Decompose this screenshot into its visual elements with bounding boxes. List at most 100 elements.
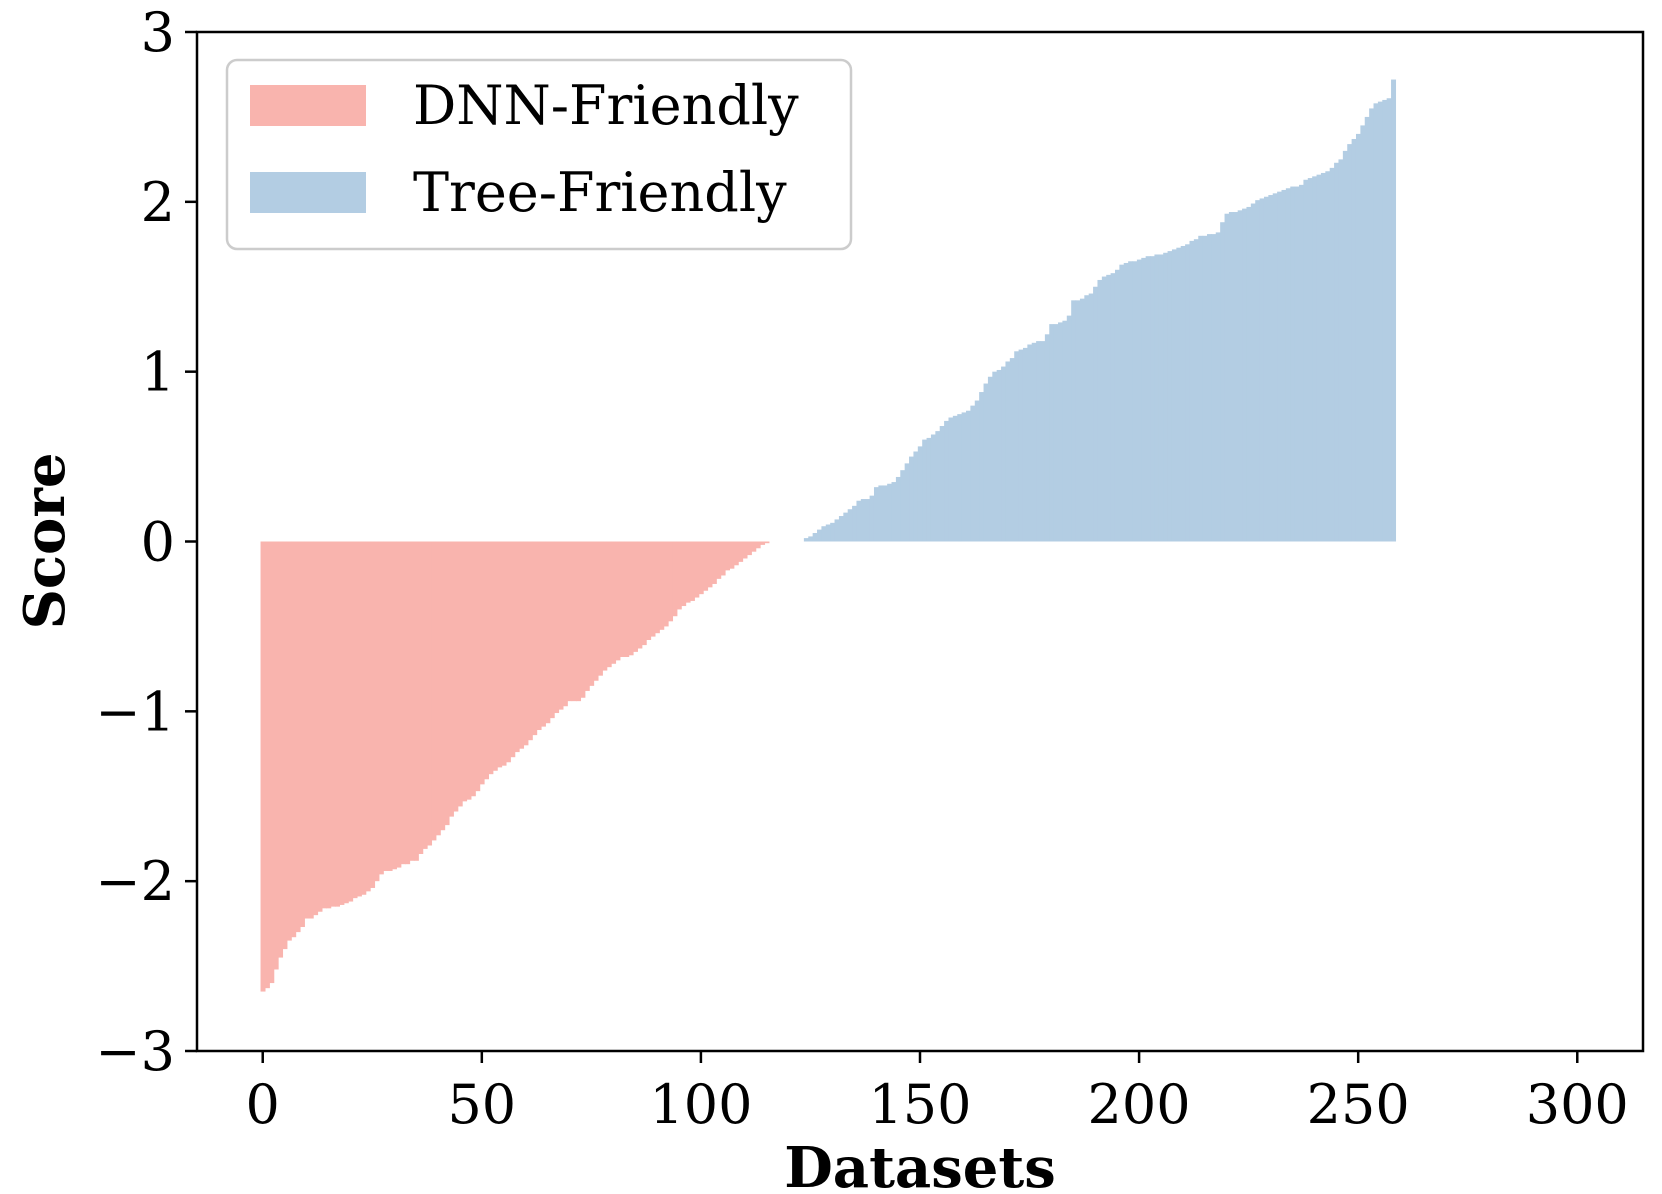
- bar-tree-friendly: [1005, 361, 1011, 542]
- bar-dnn-friendly: [659, 541, 665, 630]
- bar-dnn-friendly: [475, 541, 481, 792]
- bar-tree-friendly: [944, 420, 950, 542]
- bar-tree-friendly: [1071, 300, 1077, 542]
- bar-tree-friendly: [1101, 276, 1107, 542]
- bar-tree-friendly: [1255, 200, 1261, 542]
- bar-tree-friendly: [1364, 116, 1370, 542]
- bar-tree-friendly: [996, 369, 1002, 542]
- y-axis-title: Score: [12, 452, 78, 629]
- bar-tree-friendly: [1106, 274, 1112, 542]
- bar-tree-friendly: [1250, 203, 1256, 542]
- bar-dnn-friendly: [260, 541, 266, 992]
- bar-tree-friendly: [1053, 324, 1059, 542]
- x-tick-label: 200: [1088, 1073, 1191, 1136]
- bar-dnn-friendly: [304, 541, 310, 919]
- bar-dnn-friendly: [356, 541, 362, 897]
- bar-tree-friendly: [1075, 300, 1081, 542]
- bar-dnn-friendly: [365, 541, 371, 892]
- bar-dnn-friendly: [681, 541, 687, 607]
- bar-tree-friendly: [966, 410, 971, 542]
- bar-dnn-friendly: [348, 541, 354, 902]
- bar-tree-friendly: [913, 451, 919, 542]
- bar-dnn-friendly: [514, 541, 520, 753]
- bar-tree-friendly: [983, 383, 989, 542]
- bar-dnn-friendly: [317, 541, 323, 912]
- bar-tree-friendly: [1154, 254, 1160, 542]
- bar-tree-friendly: [1386, 98, 1392, 542]
- bar-tree-friendly: [1259, 198, 1265, 542]
- bar-dnn-friendly: [321, 541, 327, 909]
- bar-dnn-friendly: [330, 541, 336, 907]
- bar-dnn-friendly: [602, 541, 608, 671]
- bar-tree-friendly: [1268, 195, 1274, 542]
- bar-tree-friendly: [852, 505, 858, 542]
- legend: DNN-Friendly Tree-Friendly: [225, 58, 853, 251]
- x-tick-label: 250: [1307, 1073, 1410, 1136]
- bar-tree-friendly: [1382, 99, 1388, 542]
- bar-dnn-friendly: [378, 541, 384, 875]
- bar-dnn-friendly: [698, 541, 704, 595]
- bar-dnn-friendly: [400, 541, 406, 865]
- bar-tree-friendly: [1167, 251, 1173, 542]
- bar-tree-friendly: [1338, 159, 1344, 542]
- bar-tree-friendly: [1373, 103, 1379, 542]
- bar-tree-friendly: [1001, 366, 1007, 542]
- bar-tree-friendly: [1312, 176, 1318, 542]
- bar-tree-friendly: [1110, 273, 1116, 542]
- bar-dnn-friendly: [545, 541, 551, 724]
- bar-tree-friendly: [1369, 108, 1375, 542]
- bar-tree-friendly: [817, 529, 823, 542]
- bar-tree-friendly: [1329, 167, 1335, 542]
- bar-dnn-friendly: [663, 541, 669, 627]
- bar-dnn-friendly: [484, 541, 489, 780]
- bar-dnn-friendly: [580, 541, 586, 698]
- x-tick-label: 100: [649, 1073, 752, 1136]
- bar-dnn-friendly: [707, 541, 713, 588]
- x-axis-title: Datasets: [784, 1135, 1056, 1194]
- bar-tree-friendly: [1202, 235, 1208, 542]
- bar-dnn-friendly: [422, 541, 428, 849]
- bar-tree-friendly: [1176, 247, 1182, 542]
- bar-dnn-friendly: [532, 541, 538, 736]
- bar-tree-friendly: [1391, 79, 1397, 542]
- bar-tree-friendly: [1185, 244, 1191, 542]
- bar-dnn-friendly: [536, 541, 542, 731]
- bar-tree-friendly: [1228, 212, 1234, 542]
- bar-dnn-friendly: [650, 541, 656, 637]
- bar-dnn-friendly: [448, 541, 454, 817]
- bar-dnn-friendly: [505, 541, 511, 763]
- bar-tree-friendly: [1114, 269, 1120, 542]
- bar-tree-friendly: [1150, 256, 1156, 542]
- bar-dnn-friendly: [519, 541, 525, 749]
- bar-dnn-friendly: [339, 541, 345, 905]
- bar-tree-friendly: [1290, 186, 1296, 542]
- bar-tree-friendly: [803, 538, 809, 542]
- bar-dnn-friendly: [440, 541, 446, 831]
- bar-dnn-friendly: [308, 541, 314, 919]
- bar-dnn-friendly: [654, 541, 660, 634]
- bar-tree-friendly: [1027, 344, 1033, 542]
- bar-dnn-friendly: [313, 541, 319, 916]
- bar-tree-friendly: [1084, 295, 1090, 542]
- bar-dnn-friendly: [676, 541, 682, 610]
- bar-tree-friendly: [895, 476, 901, 542]
- bar-tree-friendly: [1360, 125, 1366, 542]
- bar-tree-friendly: [1044, 334, 1050, 542]
- legend-box: [225, 58, 853, 251]
- bar-dnn-friendly: [501, 541, 507, 766]
- bar-tree-friendly: [1237, 210, 1243, 542]
- bar-dnn-friendly: [589, 541, 595, 686]
- y-axis: −3 −2 −1 0 1 2 3: [95, 1, 197, 1083]
- y-tick-label: −2: [95, 850, 175, 913]
- bar-dnn-friendly: [497, 541, 503, 768]
- bar-dnn-friendly: [273, 541, 279, 970]
- bar-dnn-friendly: [405, 541, 411, 865]
- bar-tree-friendly: [1224, 213, 1230, 542]
- bar-dnn-friendly: [523, 541, 529, 746]
- x-tick-label: 300: [1526, 1073, 1629, 1136]
- bar-tree-friendly: [1049, 324, 1055, 542]
- bar-tree-friendly: [860, 499, 866, 542]
- bar-dnn-friendly: [746, 541, 752, 556]
- bar-dnn-friendly: [593, 541, 599, 681]
- y-tick-label: 2: [141, 171, 175, 234]
